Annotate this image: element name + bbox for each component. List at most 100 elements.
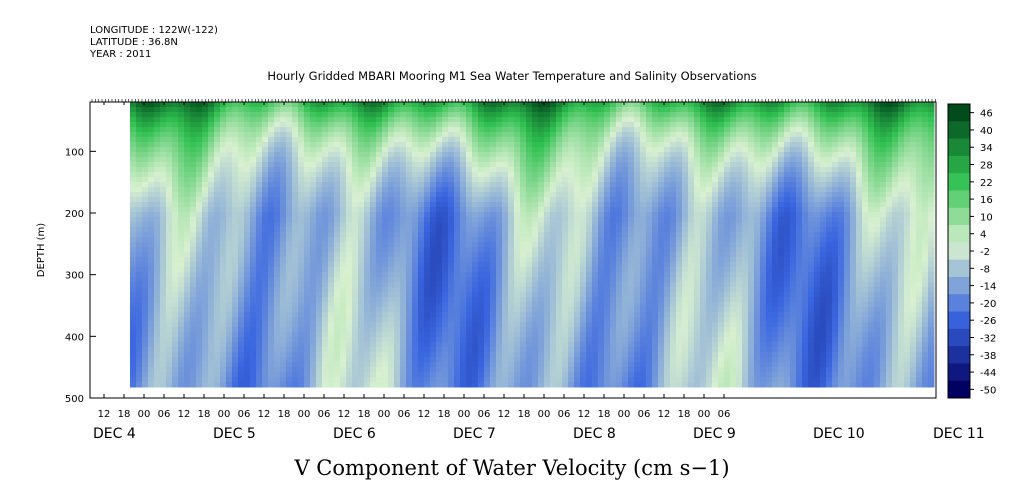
heatmap-cell bbox=[478, 252, 485, 258]
heatmap-cell bbox=[436, 127, 443, 133]
heatmap-cell bbox=[436, 117, 443, 123]
heatmap-cell bbox=[172, 292, 179, 298]
heatmap-cell bbox=[334, 197, 341, 203]
heatmap-cell bbox=[226, 357, 233, 363]
heatmap-cell bbox=[442, 262, 449, 268]
heatmap-cell bbox=[172, 207, 179, 213]
heatmap-cell bbox=[322, 152, 329, 158]
heatmap-cell bbox=[382, 257, 389, 263]
heatmap-cell bbox=[196, 367, 203, 373]
heatmap-cell bbox=[172, 117, 179, 123]
heatmap-cell bbox=[334, 322, 341, 328]
heatmap-cell bbox=[292, 297, 299, 303]
heatmap-cell bbox=[322, 107, 329, 113]
heatmap-cell bbox=[646, 142, 653, 148]
heatmap-cell bbox=[496, 327, 503, 333]
heatmap-cell bbox=[304, 157, 311, 163]
heatmap-cell bbox=[604, 362, 611, 368]
heatmap-cell bbox=[598, 142, 605, 148]
heatmap-cell bbox=[406, 152, 413, 158]
heatmap-cell bbox=[424, 342, 431, 348]
heatmap-cell bbox=[418, 142, 425, 148]
heatmap-cell bbox=[556, 192, 563, 198]
heatmap-cell bbox=[406, 137, 413, 143]
heatmap-cell bbox=[472, 192, 479, 198]
heatmap-cell bbox=[502, 322, 509, 328]
heatmap-cell bbox=[592, 382, 599, 388]
heatmap-cell bbox=[220, 307, 227, 313]
heatmap-cell bbox=[394, 332, 401, 338]
heatmap-cell bbox=[538, 302, 545, 308]
heatmap-cell bbox=[406, 342, 413, 348]
heatmap-cell bbox=[268, 307, 275, 313]
heatmap-cell bbox=[196, 337, 203, 343]
heatmap-cell bbox=[160, 377, 167, 383]
heatmap-cell bbox=[496, 177, 503, 183]
heatmap-cell bbox=[328, 197, 335, 203]
heatmap-cell bbox=[310, 192, 317, 198]
heatmap-cell bbox=[652, 107, 659, 113]
heatmap-cell bbox=[424, 297, 431, 303]
heatmap-cell bbox=[478, 212, 485, 218]
heatmap-cell bbox=[622, 147, 629, 153]
heatmap-cell bbox=[538, 372, 545, 378]
heatmap-cell bbox=[328, 247, 335, 253]
heatmap-cell bbox=[532, 332, 539, 338]
heatmap-cell bbox=[196, 332, 203, 338]
heatmap-cell bbox=[334, 252, 341, 258]
heatmap-cell bbox=[418, 382, 425, 388]
heatmap-cell bbox=[322, 182, 329, 188]
heatmap-cell bbox=[286, 352, 293, 358]
heatmap-cell bbox=[406, 107, 413, 113]
heatmap-cell bbox=[544, 382, 551, 388]
heatmap-cell bbox=[520, 242, 527, 248]
heatmap-cell bbox=[508, 312, 515, 318]
heatmap-cell bbox=[298, 102, 305, 108]
heatmap-cell bbox=[412, 122, 419, 128]
heatmap-cell bbox=[616, 122, 623, 128]
heatmap-cell bbox=[322, 172, 329, 178]
heatmap-cell bbox=[256, 142, 263, 148]
heatmap-cell bbox=[268, 352, 275, 358]
heatmap-cell bbox=[586, 282, 593, 288]
heatmap-cell bbox=[334, 282, 341, 288]
heatmap-cell bbox=[136, 132, 143, 138]
heatmap-cell bbox=[526, 202, 533, 208]
heatmap-cell bbox=[274, 152, 281, 158]
heatmap-cell bbox=[550, 132, 557, 138]
heatmap-cell bbox=[586, 292, 593, 298]
heatmap-cell bbox=[652, 147, 659, 153]
heatmap-cell bbox=[214, 217, 221, 223]
heatmap-cell bbox=[472, 262, 479, 268]
heatmap-cell bbox=[280, 372, 287, 378]
heatmap-cell bbox=[256, 342, 263, 348]
heatmap-cell bbox=[442, 212, 449, 218]
heatmap-cell bbox=[268, 342, 275, 348]
heatmap-cell bbox=[628, 207, 635, 213]
heatmap-cell bbox=[274, 137, 281, 143]
heatmap-cell bbox=[298, 237, 305, 243]
heatmap-cell bbox=[634, 212, 641, 218]
heatmap-cell bbox=[502, 197, 509, 203]
heatmap-cell bbox=[418, 172, 425, 178]
heatmap-cell bbox=[232, 337, 239, 343]
heatmap-cell bbox=[508, 202, 515, 208]
heatmap-cell bbox=[136, 322, 143, 328]
heatmap-cell bbox=[142, 222, 149, 228]
heatmap-cell bbox=[196, 362, 203, 368]
heatmap-cell bbox=[280, 152, 287, 158]
heatmap-cell bbox=[586, 107, 593, 113]
heatmap-cell bbox=[250, 152, 257, 158]
heatmap-cell bbox=[196, 172, 203, 178]
heatmap-cell bbox=[472, 302, 479, 308]
heatmap-cell bbox=[148, 267, 155, 273]
heatmap-cell bbox=[286, 212, 293, 218]
heatmap-cell bbox=[364, 327, 371, 333]
heatmap-cell bbox=[322, 322, 329, 328]
heatmap-cell bbox=[340, 327, 347, 333]
heatmap-cell bbox=[292, 272, 299, 278]
heatmap-cell bbox=[202, 352, 209, 358]
heatmap-cell bbox=[178, 112, 185, 118]
heatmap-cell bbox=[616, 142, 623, 148]
heatmap-cell bbox=[646, 207, 653, 213]
